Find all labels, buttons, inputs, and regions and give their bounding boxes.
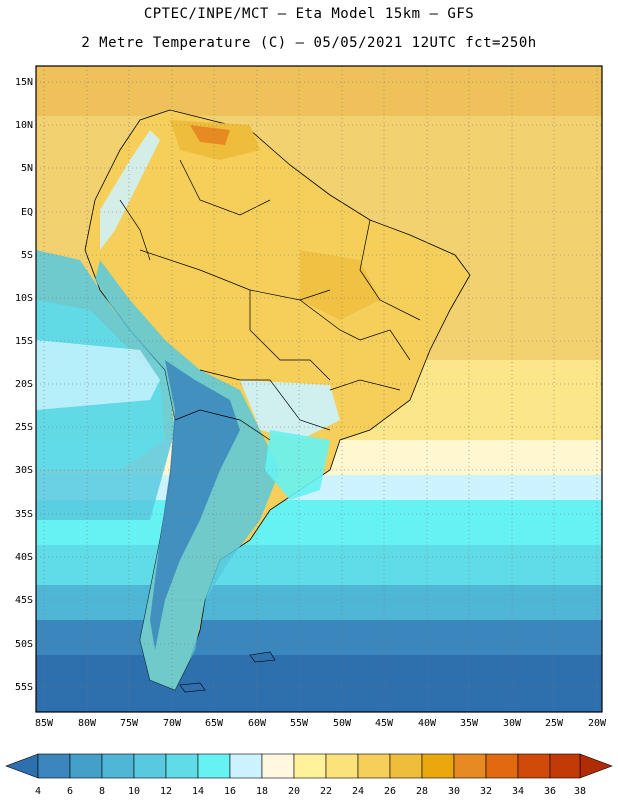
lat-label: 35S (15, 509, 33, 520)
colorbar-swatch (485, 753, 519, 779)
map-subtitle: 2 Metre Temperature (C) – 05/05/2021 12U… (81, 35, 537, 51)
colorbar-tick-label: 14 (192, 786, 204, 797)
colorbar-swatch (453, 753, 487, 779)
colorbar-tick-label: 18 (256, 786, 268, 797)
colorbar-tick-label: 30 (448, 786, 460, 797)
colorbar-swatch (261, 753, 295, 779)
colorbar-tick-label: 10 (128, 786, 140, 797)
colorbar-tick-label: 22 (320, 786, 332, 797)
colorbar-tick-label: 16 (224, 786, 236, 797)
colorbar-swatch (293, 753, 327, 779)
colorbar-tick-label: 20 (288, 786, 300, 797)
colorbar-tick-label: 28 (416, 786, 428, 797)
lon-label: 75W (120, 718, 139, 729)
lon-label: 35W (460, 718, 479, 729)
colorbar-tick-label: 34 (512, 786, 524, 797)
colorbar-swatch (389, 753, 423, 779)
colorbar-swatch (197, 753, 231, 779)
lat-label: 40S (15, 552, 33, 563)
colorbar-tick-label: 6 (67, 786, 73, 797)
map-frame (35, 65, 603, 713)
longitude-axis: 85W 80W 75W 70W 65W 60W 55W 50W 45W 40W … (35, 718, 607, 729)
colorbar-swatch (357, 753, 391, 779)
lon-label: 25W (545, 718, 564, 729)
colorbar-tick-label: 36 (544, 786, 556, 797)
colorbar-swatch (69, 753, 103, 779)
lon-label: 30W (503, 718, 522, 729)
lon-label: 85W (35, 718, 54, 729)
colorbar-swatch (549, 753, 581, 779)
lat-label: 55S (15, 682, 33, 693)
lat-label: EQ (21, 207, 33, 218)
colorbar-legend: 4 6 8 10 12 14 16 18 20 22 24 26 28 30 3… (5, 753, 613, 797)
lon-label: 80W (78, 718, 97, 729)
colorbar-swatch (517, 753, 551, 779)
colorbar-tick-label: 26 (384, 786, 396, 797)
colorbar-swatch (421, 753, 455, 779)
colorbar-swatch (37, 753, 71, 779)
lat-label: 25S (15, 422, 33, 433)
lat-label: 10S (15, 293, 33, 304)
colorbar-swatch (133, 753, 167, 779)
lon-label: 55W (290, 718, 309, 729)
lon-label: 20W (588, 718, 607, 729)
lat-label: 45S (15, 595, 33, 606)
colorbar-tick-label: 4 (35, 786, 41, 797)
lon-label: 40W (418, 718, 437, 729)
colorbar-swatch (165, 753, 199, 779)
colorbar-low-arrow (5, 753, 39, 779)
colorbar-tick-label: 24 (352, 786, 364, 797)
colorbar-swatch (101, 753, 135, 779)
colorbar-high-arrow (579, 753, 613, 779)
lat-label: 5N (21, 163, 33, 174)
lat-label: 15S (15, 336, 33, 347)
lon-label: 70W (163, 718, 182, 729)
lat-label: 15N (15, 77, 33, 88)
colorbar-tick-label: 12 (160, 786, 172, 797)
colorbar-tick-label: 38 (574, 786, 586, 797)
latitude-axis: 15N 10N 5N EQ 5S 10S 15S 20S 25S 30S 35S… (15, 77, 33, 693)
lon-label: 50W (333, 718, 352, 729)
lat-label: 10N (15, 120, 33, 131)
colorbar-tick-label: 32 (480, 786, 492, 797)
lat-label: 20S (15, 379, 33, 390)
lon-label: 45W (375, 718, 394, 729)
country-borders (119, 159, 421, 441)
lat-label: 30S (15, 465, 33, 476)
colorbar-swatch (325, 753, 359, 779)
colorbar-swatch (229, 753, 263, 779)
map-title: CPTEC/INPE/MCT – Eta Model 15km – GFS (143, 6, 475, 22)
lon-label: 65W (205, 718, 224, 729)
lat-label: 50S (15, 639, 33, 650)
lat-label: 5S (21, 250, 33, 261)
colorbar-tick-label: 8 (99, 786, 105, 797)
lon-label: 60W (248, 718, 267, 729)
